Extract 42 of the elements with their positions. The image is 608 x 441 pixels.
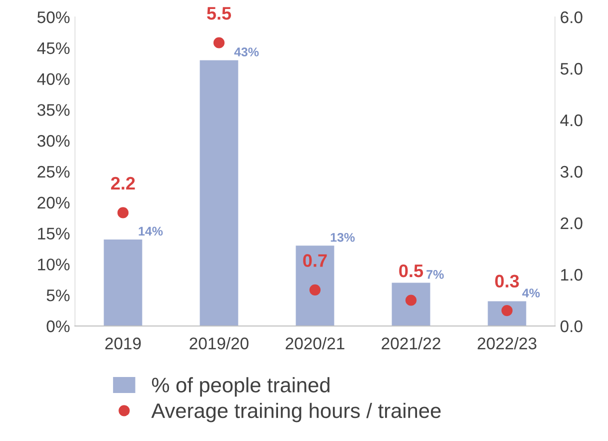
x-tick-label: 2019 xyxy=(105,338,141,350)
data-label: 4% xyxy=(522,288,540,298)
x-tick-label: 2021/22 xyxy=(382,337,440,350)
data-label: 0.7 xyxy=(303,254,327,267)
point xyxy=(117,207,129,218)
y2-tick-label: 5.0 xyxy=(560,62,582,75)
data-label: 0.3 xyxy=(495,274,519,288)
data-label: 2.2 xyxy=(111,176,135,190)
y-tick-label: 10% xyxy=(38,258,70,270)
point xyxy=(213,37,225,48)
y2-tick-label: 1.0 xyxy=(561,268,582,281)
y2-tick-label: 4.0 xyxy=(560,114,582,126)
y-tick-label: 25% xyxy=(38,166,70,178)
y-tick-label: 15% xyxy=(38,228,70,240)
y-tick-label: 50% xyxy=(37,11,70,24)
bar xyxy=(296,246,334,326)
legend-label: % of people trained xyxy=(152,377,330,397)
bar xyxy=(104,239,142,326)
data-label: 5.5 xyxy=(207,7,232,20)
x-tick-label: 2020/21 xyxy=(286,337,344,350)
bar xyxy=(200,60,238,326)
data-label: 13% xyxy=(330,232,355,242)
x-tick-label: 2019/20 xyxy=(190,337,248,350)
data-label: 7% xyxy=(426,270,444,279)
y-tick-label: 40% xyxy=(37,73,70,86)
y-tick-label: 0% xyxy=(46,320,70,332)
y2-tick-label: 3.0 xyxy=(560,166,582,178)
data-label: 14% xyxy=(138,226,163,236)
x-tick-label: 2022/23 xyxy=(478,337,536,350)
y2-tick-label: 2.0 xyxy=(560,217,582,230)
y-tick-label: 5% xyxy=(46,290,70,302)
y-tick-label: 35% xyxy=(37,104,70,116)
y-tick-label: 20% xyxy=(38,196,70,209)
legend-label: Average training hours / trainee xyxy=(151,402,441,422)
data-label: 43% xyxy=(234,48,259,56)
y2-tick-label: 6.0 xyxy=(560,11,582,24)
y-tick-label: 45% xyxy=(37,42,70,54)
bar xyxy=(392,282,430,326)
y-tick-label: 30% xyxy=(37,135,70,147)
data-label: 0.5 xyxy=(399,264,424,278)
point xyxy=(309,284,321,296)
y2-tick-label: 0.0 xyxy=(560,320,582,332)
